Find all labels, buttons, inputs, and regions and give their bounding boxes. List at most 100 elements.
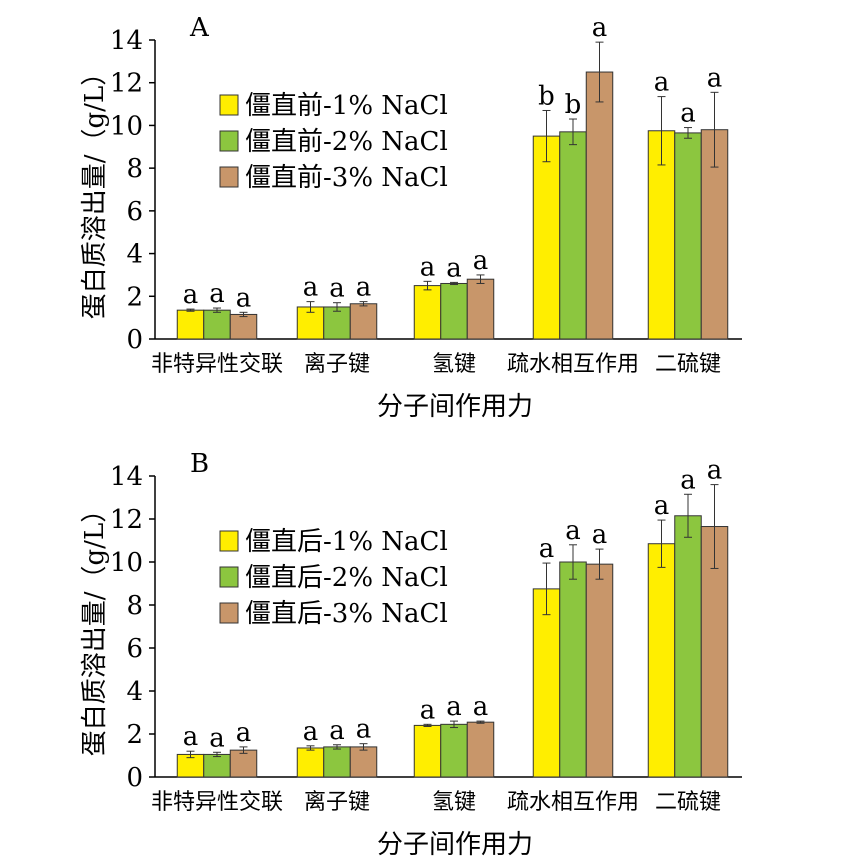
y-tick-label: 0 xyxy=(126,763,143,793)
panel-label: A xyxy=(189,13,210,43)
significance-letter: a xyxy=(473,246,489,276)
x-axis-title: 分子间作用力 xyxy=(377,830,533,860)
significance-letter: a xyxy=(183,280,199,310)
significance-letter: a xyxy=(356,273,372,303)
bar xyxy=(323,746,351,778)
bar xyxy=(532,135,561,340)
bar xyxy=(203,753,231,778)
y-tick-label: 14 xyxy=(110,462,143,492)
legend-label: 僵直后-3% NaCl xyxy=(245,599,448,629)
bar xyxy=(585,563,614,778)
significance-letter: a xyxy=(209,723,225,753)
x-tick-label: 非特异性交联 xyxy=(151,352,283,377)
significance-letter: b xyxy=(565,90,582,120)
panel-label: B xyxy=(190,449,209,479)
bar xyxy=(585,71,614,340)
bar xyxy=(674,132,702,340)
x-tick-label: 离子键 xyxy=(304,352,370,377)
significance-letter: a xyxy=(565,516,581,546)
significance-letter: a xyxy=(420,252,436,282)
significance-letter: a xyxy=(592,520,608,550)
significance-letter: a xyxy=(303,717,319,747)
significance-letter: a xyxy=(236,283,252,313)
bar xyxy=(532,588,561,778)
bar xyxy=(466,278,495,340)
y-tick-label: 12 xyxy=(110,505,143,535)
bar xyxy=(203,309,231,340)
significance-letter: a xyxy=(539,534,555,564)
legend-swatch xyxy=(219,566,239,588)
significance-letter: a xyxy=(707,456,723,486)
significance-letter: a xyxy=(680,465,696,495)
significance-letter: a xyxy=(654,68,670,98)
y-tick-label: 8 xyxy=(126,591,143,621)
significance-letter: a xyxy=(303,273,319,303)
bar xyxy=(559,561,587,778)
y-tick-label: 6 xyxy=(126,634,143,664)
legend-label: 僵直前-3% NaCl xyxy=(245,163,448,193)
y-tick-label: 2 xyxy=(126,720,143,750)
legend-label: 僵直后-2% NaCl xyxy=(245,563,448,593)
x-tick-label: 氢键 xyxy=(432,790,476,815)
x-tick-label: 二硫键 xyxy=(655,790,721,815)
legend-swatch xyxy=(219,530,239,552)
y-tick-label: 8 xyxy=(126,154,143,184)
y-tick-label: 14 xyxy=(110,26,143,56)
bar xyxy=(176,309,205,340)
significance-letter: a xyxy=(707,63,723,93)
significance-letter: a xyxy=(446,692,462,722)
significance-letter: a xyxy=(356,715,372,745)
bar xyxy=(229,313,258,340)
significance-letter: a xyxy=(329,716,345,746)
significance-letter: a xyxy=(420,695,436,725)
legend-label: 僵直前-1% NaCl xyxy=(245,91,448,121)
x-tick-label: 疏水相互作用 xyxy=(507,790,639,815)
bar xyxy=(674,515,702,778)
bar xyxy=(296,747,325,778)
legend-swatch xyxy=(219,130,239,152)
y-axis-title: 蛋白质溶出量/（g/L） xyxy=(80,60,110,319)
bar xyxy=(466,721,495,778)
legend-swatch xyxy=(219,94,239,116)
significance-letter: a xyxy=(654,491,670,521)
significance-letter: a xyxy=(446,253,462,283)
y-tick-label: 0 xyxy=(126,325,143,355)
legend-label: 僵直后-1% NaCl xyxy=(245,527,448,557)
legend-swatch xyxy=(219,166,239,188)
y-tick-label: 10 xyxy=(110,548,143,578)
bar xyxy=(647,543,676,778)
x-tick-label: 二硫键 xyxy=(655,352,721,377)
y-tick-label: 4 xyxy=(126,240,143,270)
y-tick-label: 6 xyxy=(126,197,143,227)
bar xyxy=(559,131,587,340)
significance-letter: a xyxy=(329,274,345,304)
y-tick-label: 2 xyxy=(126,282,143,312)
y-tick-label: 10 xyxy=(110,111,143,141)
bar xyxy=(349,303,378,340)
legend-swatch xyxy=(219,602,239,624)
x-tick-label: 离子键 xyxy=(304,790,370,815)
significance-letter: b xyxy=(538,81,555,111)
x-tick-label: 非特异性交联 xyxy=(151,790,283,815)
y-tick-label: 4 xyxy=(126,677,143,707)
significance-letter: a xyxy=(680,99,696,129)
bar xyxy=(413,724,442,778)
significance-letter: a xyxy=(473,692,489,722)
significance-letter: a xyxy=(183,722,199,752)
x-tick-label: 氢键 xyxy=(432,352,476,377)
significance-letter: a xyxy=(236,718,252,748)
y-tick-label: 12 xyxy=(110,69,143,99)
y-axis-title: 蛋白质溶出量/（g/L） xyxy=(80,497,110,756)
significance-letter: a xyxy=(592,13,608,43)
x-tick-label: 疏水相互作用 xyxy=(507,352,639,377)
bar xyxy=(349,746,378,778)
x-axis-title: 分子间作用力 xyxy=(377,392,533,422)
bar xyxy=(440,282,468,340)
significance-letter: a xyxy=(209,279,225,309)
bar xyxy=(413,285,442,340)
bar xyxy=(229,749,258,778)
legend-label: 僵直前-2% NaCl xyxy=(245,127,448,157)
bar xyxy=(440,723,468,778)
bar xyxy=(323,306,351,340)
